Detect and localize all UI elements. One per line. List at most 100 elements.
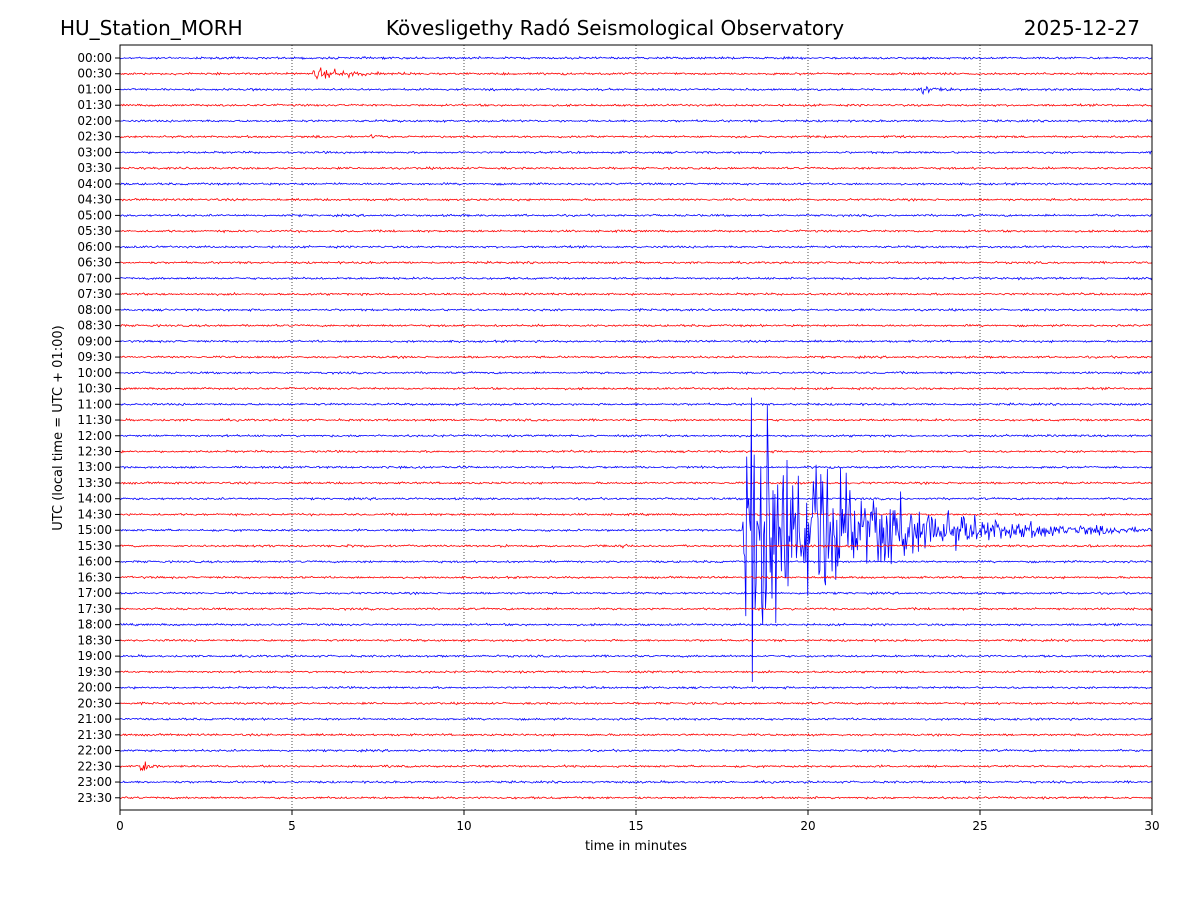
trace-line (119, 449, 1153, 454)
y-tick-label: 03:30 (77, 161, 112, 175)
trace-line (119, 591, 1153, 596)
y-tick-label: 03:00 (77, 145, 112, 159)
trace-line (119, 638, 1153, 643)
y-tick-label: 16:00 (77, 555, 112, 569)
y-tick-label: 23:00 (77, 775, 112, 789)
trace-line (119, 55, 1153, 61)
y-tick-label: 09:00 (77, 334, 112, 348)
y-tick-label: 06:30 (77, 256, 112, 270)
y-tick-label: 14:30 (77, 507, 112, 521)
trace-line (119, 150, 1153, 155)
x-axis-label: time in minutes (585, 839, 687, 854)
y-tick-label: 00:30 (77, 67, 112, 81)
seismogram-traces (119, 55, 1153, 800)
y-tick-label: 18:30 (77, 633, 112, 647)
y-tick-label: 16:30 (77, 570, 112, 584)
y-tick-label: 02:30 (77, 130, 112, 144)
y-tick-label: 09:30 (77, 350, 112, 364)
trace-line (120, 307, 1153, 313)
y-tick-label: 11:00 (77, 397, 112, 411)
observatory-title: Kövesligethy Radó Seismological Observat… (385, 16, 845, 40)
y-tick-label: 07:30 (77, 287, 112, 301)
y-tick-label: 15:00 (77, 523, 112, 537)
trace-line (119, 717, 1153, 722)
trace-line (119, 732, 1153, 737)
y-tick-label: 17:30 (77, 602, 112, 616)
y-tick-label: 14:00 (77, 492, 112, 506)
trace-line (119, 685, 1153, 690)
y-tick-label: 23:30 (77, 791, 112, 805)
trace-line (119, 701, 1153, 706)
y-tick-label: 18:00 (77, 618, 112, 632)
y-tick-label: 13:00 (77, 460, 112, 474)
trace-line (119, 433, 1153, 438)
trace-line (119, 397, 1153, 683)
trace-line (119, 133, 1153, 139)
x-tick-label: 25 (972, 819, 987, 833)
trace-line (119, 748, 1153, 753)
trace-line (119, 85, 1153, 95)
trace-line (119, 229, 1153, 234)
trace-line (119, 339, 1153, 344)
trace-line (119, 386, 1153, 391)
y-tick-label: 01:00 (77, 82, 112, 96)
y-tick-label: 10:30 (77, 382, 112, 396)
trace-line (119, 622, 1153, 627)
trace-line (119, 575, 1153, 580)
trace-line (119, 543, 1153, 549)
y-tick-label: 12:00 (77, 429, 112, 443)
trace-line (119, 118, 1153, 124)
trace-line (119, 244, 1153, 249)
trace-line (119, 795, 1153, 800)
x-tick-label: 10 (456, 819, 471, 833)
y-tick-label: 07:00 (77, 271, 112, 285)
x-tick-label: 30 (1144, 819, 1159, 833)
y-tick-label: 00:00 (77, 51, 112, 65)
y-tick-label: 22:00 (77, 744, 112, 758)
trace-line (119, 370, 1153, 376)
trace-line (119, 669, 1153, 674)
y-tick-label: 06:00 (77, 240, 112, 254)
trace-line (119, 779, 1153, 785)
trace-line (120, 181, 1153, 187)
y-tick-label: 15:30 (77, 539, 112, 553)
y-tick-label: 05:30 (77, 224, 112, 238)
trace-line (119, 417, 1153, 422)
x-tick-label: 20 (800, 819, 815, 833)
y-tick-label: 17:00 (77, 586, 112, 600)
trace-line (119, 291, 1153, 297)
station-name: HU_Station_MORH (60, 16, 243, 40)
trace-line (119, 606, 1153, 612)
y-tick-label: 10:00 (77, 366, 112, 380)
y-tick-label: 21:00 (77, 712, 112, 726)
y-tick-label: 19:30 (77, 665, 112, 679)
y-tick-label: 11:30 (77, 413, 112, 427)
trace-line (119, 481, 1153, 486)
trace-line (119, 355, 1153, 360)
trace-line (119, 559, 1153, 564)
x-tick-label: 5 (288, 819, 296, 833)
y-tick-label: 20:30 (77, 696, 112, 710)
y-tick-label: 01:30 (77, 98, 112, 112)
y-axis-label: UTC (local time = UTC + 01:00) (51, 325, 66, 530)
x-tick-label: 15 (628, 819, 643, 833)
trace-line (119, 496, 1153, 501)
y-tick-label: 05:00 (77, 208, 112, 222)
grid-lines (291, 45, 981, 810)
trace-line (119, 213, 1153, 218)
trace-line (119, 260, 1153, 265)
trace-line (119, 103, 1153, 108)
y-tick-label: 12:30 (77, 445, 112, 459)
y-tick-label: 08:00 (77, 303, 112, 317)
trace-line (119, 761, 1153, 772)
trace-line (119, 323, 1152, 328)
y-tick-label: 02:00 (77, 114, 112, 128)
trace-line (119, 276, 1153, 281)
plot-date: 2025-12-27 (1023, 16, 1140, 40)
y-tick-label: 20:00 (77, 681, 112, 695)
trace-line (119, 197, 1153, 202)
x-tick-label: 0 (116, 819, 124, 833)
y-tick-label: 08:30 (77, 319, 112, 333)
